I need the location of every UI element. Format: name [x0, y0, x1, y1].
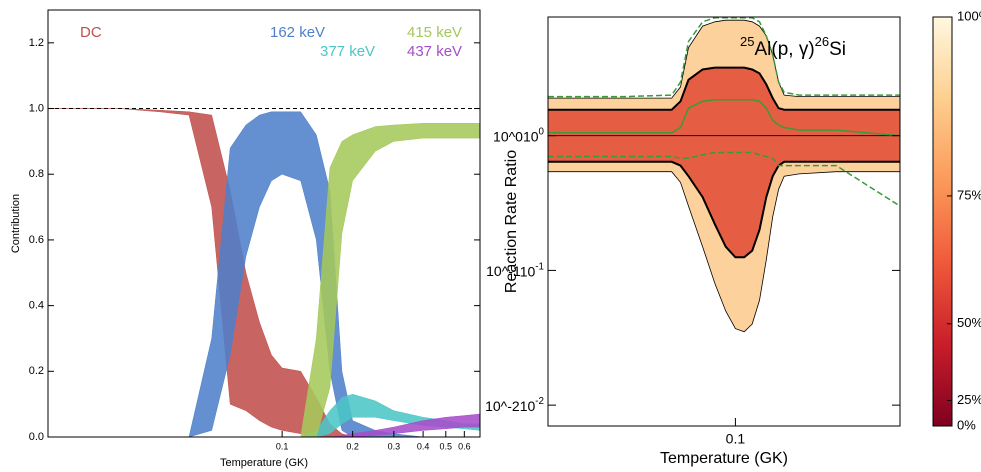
plot-frame — [47, 9, 481, 438]
reaction-part: 26 — [815, 34, 829, 49]
y-tick-label: 0.4 — [29, 300, 44, 312]
x-tick-label: 0.1 — [276, 441, 289, 451]
reaction-part: 25 — [740, 34, 754, 49]
density — [548, 17, 900, 333]
reaction-part: Al — [754, 39, 771, 60]
series-label: 437 keV — [407, 43, 462, 60]
x-tick-label: 0.4 — [417, 441, 430, 451]
x-tick-label: 0.5 — [440, 441, 453, 451]
quantile-band — [548, 67, 900, 258]
reaction-part: Si — [829, 39, 846, 60]
y-axis-label: Contribution — [10, 194, 22, 253]
plot-frame — [547, 16, 901, 427]
x-tick-label: 0.6 — [458, 441, 471, 451]
quantile-line — [548, 160, 900, 259]
colorbar-tick-label: 0% — [957, 417, 976, 432]
y-tick-label: 0.0 — [29, 431, 44, 443]
colorbar — [932, 16, 953, 427]
colorbar-tick-label: 50% — [957, 315, 981, 330]
contribution-band — [48, 108, 480, 437]
y-tick-label: 0.8 — [29, 168, 44, 180]
y-tick-label: 1.2 — [29, 37, 44, 49]
contribution-band — [48, 413, 480, 437]
x-axis-label: Temperature (GK) — [660, 450, 788, 467]
x-tick-label: 0.1 — [726, 431, 746, 447]
quantile-line — [548, 17, 900, 98]
series-label: 377 keV — [320, 43, 375, 60]
quantile-line — [548, 171, 900, 333]
colorbar-tick-label: 75% — [957, 187, 981, 202]
reaction-part: (p, γ) — [771, 39, 814, 60]
y-tick-label: 0.6 — [29, 234, 44, 246]
y-tick-label: 10^0100 — [493, 126, 545, 144]
series-label: 162 keV — [270, 24, 325, 41]
y-tick-label: 1.0 — [29, 102, 44, 114]
x-tick-label: 0.2 — [346, 441, 359, 451]
x-tick-label: 0.3 — [388, 441, 401, 451]
series-label: 415 keV — [407, 24, 462, 41]
quantile-line — [548, 19, 900, 99]
bands — [48, 108, 480, 437]
series-label: DC — [80, 24, 102, 41]
y-tick-label: 10^-210-2 — [485, 396, 544, 414]
y-tick-label: 10^-110-1 — [486, 261, 544, 279]
median-line — [548, 98, 900, 137]
y-axis-label: Reaction Rate Ratio — [503, 150, 520, 293]
quantile-line — [548, 66, 900, 111]
x-axis-label: Temperature (GK) — [220, 457, 308, 469]
reaction-label: 25Al(p, γ)26Si — [740, 34, 846, 60]
colorbar-tick-label: 100% — [957, 8, 981, 23]
contribution-band — [48, 394, 480, 437]
colorbar-tick-label: 25% — [957, 392, 981, 407]
contribution-band — [48, 111, 480, 437]
y-tick-label: 0.2 — [29, 365, 44, 377]
